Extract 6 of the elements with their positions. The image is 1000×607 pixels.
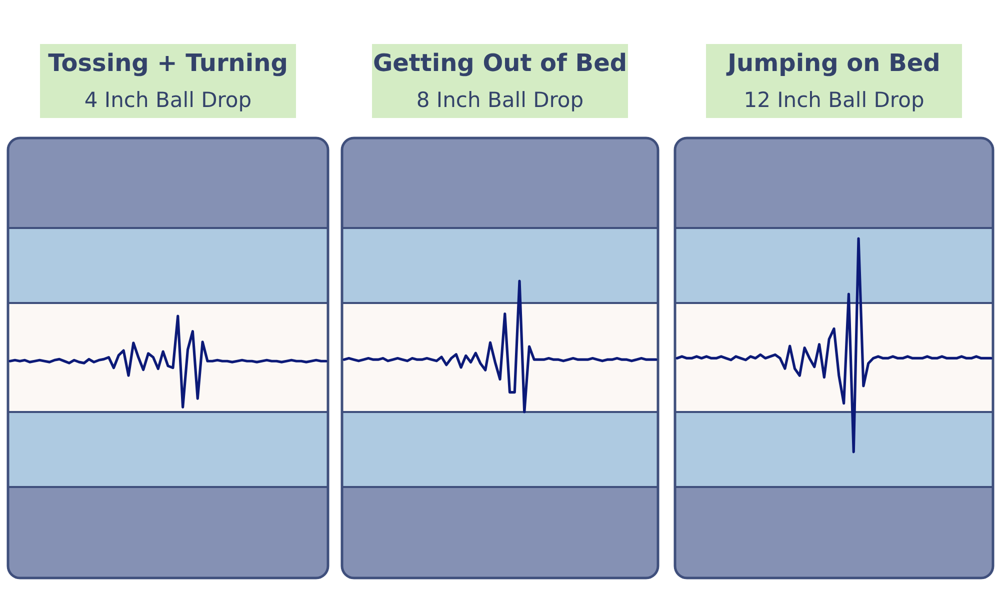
chart-subtitle: 12 Inch Ball Drop [744,88,924,112]
chart-title: Tossing + Turning [48,49,288,77]
chart-subtitle: 4 Inch Ball Drop [84,88,252,112]
chart-title: Jumping on Bed [726,49,940,77]
chart-title: Getting Out of Bed [372,49,628,77]
chart-subtitle: 8 Inch Ball Drop [416,88,584,112]
